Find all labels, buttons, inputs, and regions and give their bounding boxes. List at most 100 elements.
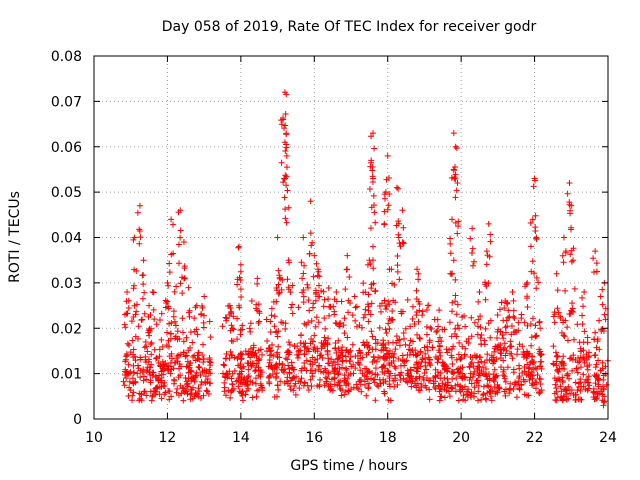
data-point (344, 334, 351, 341)
data-point (371, 209, 378, 216)
data-point (384, 152, 391, 159)
data-point (452, 325, 459, 332)
data-point (123, 375, 130, 382)
data-point (151, 316, 158, 323)
data-point (566, 311, 573, 318)
data-point (381, 297, 388, 304)
data-point (189, 339, 196, 346)
data-point (566, 355, 573, 362)
data-point (500, 366, 507, 373)
data-point (365, 349, 372, 356)
data-point (580, 347, 587, 354)
data-point (496, 384, 503, 391)
data-point (338, 392, 345, 399)
data-point (133, 301, 140, 308)
data-point (295, 304, 302, 311)
data-point (202, 379, 209, 386)
data-point (486, 253, 493, 260)
data-point (150, 306, 157, 313)
data-point (485, 383, 492, 390)
data-point (515, 319, 522, 326)
data-point (129, 397, 136, 404)
data-point (155, 360, 162, 367)
data-point (467, 370, 474, 377)
data-point (146, 327, 153, 334)
data-point (576, 358, 583, 365)
data-point (483, 248, 490, 255)
data-point (134, 209, 141, 216)
data-point (386, 326, 393, 333)
data-point (329, 387, 336, 394)
data-point (235, 383, 242, 390)
x-tick-label: 10 (85, 430, 103, 446)
data-point (415, 387, 422, 394)
data-point (455, 397, 462, 404)
data-point (275, 281, 282, 288)
data-point (321, 334, 328, 341)
data-point (146, 332, 153, 339)
data-point (269, 371, 276, 378)
data-point (151, 346, 158, 353)
data-point (532, 212, 539, 219)
data-point (432, 373, 439, 380)
data-point (532, 333, 539, 340)
data-point (387, 397, 394, 404)
data-point (137, 367, 144, 374)
x-axis-label: GPS time / hours (290, 458, 407, 474)
data-point (497, 328, 504, 335)
data-point (138, 317, 145, 324)
data-point (148, 397, 155, 404)
data-point (222, 374, 229, 381)
data-point (500, 335, 507, 342)
data-point (423, 323, 430, 330)
data-point (280, 125, 287, 132)
data-point (457, 356, 464, 363)
data-point (400, 375, 407, 382)
data-point (245, 385, 252, 392)
data-point (356, 376, 363, 383)
data-point (332, 319, 339, 326)
data-point (183, 378, 190, 385)
data-point (436, 383, 443, 390)
data-point (386, 347, 393, 354)
data-point (426, 396, 433, 403)
data-point (147, 311, 154, 318)
data-point (524, 293, 531, 300)
data-point (234, 336, 241, 343)
data-point (263, 316, 270, 323)
data-point (380, 337, 387, 344)
data-point (325, 355, 332, 362)
data-point (166, 320, 173, 327)
data-point (599, 286, 606, 293)
data-point (595, 377, 602, 384)
data-point (234, 315, 241, 322)
data-point (334, 361, 341, 368)
data-point (312, 287, 319, 294)
data-point (176, 361, 183, 368)
data-point (383, 176, 390, 183)
data-point (516, 386, 523, 393)
data-point (268, 312, 275, 319)
data-point (397, 372, 404, 379)
data-point (141, 289, 148, 296)
data-point (529, 258, 536, 265)
data-point (593, 344, 600, 351)
data-point (448, 174, 455, 181)
data-point (341, 315, 348, 322)
data-point (415, 318, 422, 325)
data-point (414, 331, 421, 338)
data-point (194, 331, 201, 338)
data-point (170, 365, 177, 372)
data-point (509, 288, 516, 295)
data-point (331, 375, 338, 382)
data-point (165, 305, 172, 312)
data-point (455, 351, 462, 358)
data-point (474, 331, 481, 338)
data-point (498, 364, 505, 371)
data-point (418, 383, 425, 390)
data-point (513, 394, 520, 401)
data-point (413, 359, 420, 366)
data-point (312, 297, 319, 304)
data-point (283, 164, 290, 171)
data-point (597, 293, 604, 300)
